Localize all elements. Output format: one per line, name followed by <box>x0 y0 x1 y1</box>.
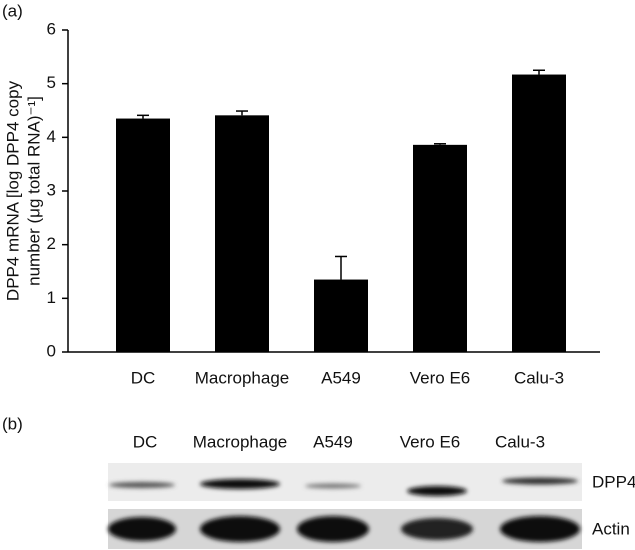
bar <box>512 74 566 352</box>
lane-label: Vero E6 <box>400 432 461 451</box>
error-bar <box>335 255 347 280</box>
lane-label: Calu-3 <box>495 432 545 451</box>
y-tick-label: 4 <box>47 127 56 146</box>
y-tick-label: 1 <box>47 288 56 307</box>
blot-bands <box>108 477 580 542</box>
y-tick-label: 2 <box>47 234 56 253</box>
x-tick-label: Macrophage <box>195 368 290 387</box>
y-tick-label: 3 <box>47 180 56 199</box>
bar <box>413 144 467 352</box>
y-axis-label-line: number (μg total RNA)⁻¹] <box>24 96 43 286</box>
lane-label: A549 <box>313 432 353 451</box>
blot-strip <box>108 463 582 501</box>
y-axis-label: DPP4 mRNA [log DPP4 copy number (μg tota… <box>3 80 43 301</box>
x-tick-label: Vero E6 <box>410 368 471 387</box>
bar <box>215 115 269 352</box>
error-bar <box>434 143 446 145</box>
panel-label: (b) <box>2 414 23 433</box>
y-tick-label: 0 <box>47 341 56 360</box>
bar <box>116 118 170 352</box>
x-tick-label: Calu-3 <box>514 368 564 387</box>
bar <box>314 279 368 352</box>
row-label: DPP4 <box>592 472 635 491</box>
y-tick-label: 5 <box>47 73 56 92</box>
error-bar <box>533 69 545 75</box>
y-tick-label: 6 <box>47 19 56 38</box>
lane-label: DC <box>133 432 158 451</box>
row-label: Actin <box>592 519 630 538</box>
lane-label: Macrophage <box>193 432 288 451</box>
y-axis-label-line: DPP4 mRNA [log DPP4 copy <box>3 80 22 301</box>
panel-label: (a) <box>2 1 23 20</box>
error-bar <box>137 114 149 119</box>
error-bar <box>236 110 248 116</box>
x-tick-label: A549 <box>321 368 361 387</box>
x-tick-label: DC <box>131 368 156 387</box>
